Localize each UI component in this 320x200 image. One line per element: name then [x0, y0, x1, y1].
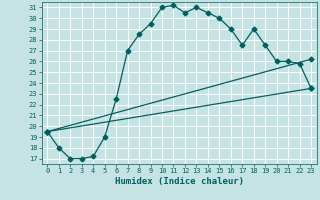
- X-axis label: Humidex (Indice chaleur): Humidex (Indice chaleur): [115, 177, 244, 186]
